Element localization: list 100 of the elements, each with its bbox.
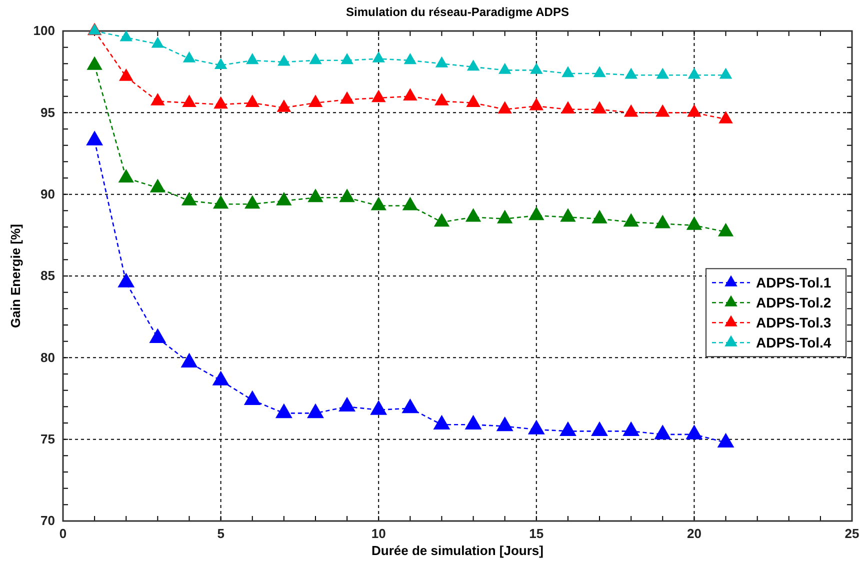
x-tick-label: 25 bbox=[844, 526, 860, 542]
point bbox=[498, 101, 512, 114]
point bbox=[86, 130, 104, 146]
point bbox=[656, 68, 669, 79]
point bbox=[656, 104, 670, 117]
point bbox=[433, 414, 450, 430]
point bbox=[150, 178, 166, 192]
point bbox=[149, 328, 166, 343]
chart-title: Simulation du réseau-Paradigme ADPS bbox=[346, 5, 569, 19]
point bbox=[560, 421, 576, 436]
point bbox=[276, 192, 292, 206]
point bbox=[688, 68, 701, 79]
point bbox=[214, 58, 228, 69]
point bbox=[465, 208, 482, 222]
point bbox=[403, 88, 418, 100]
y-tick-label: 80 bbox=[40, 350, 55, 365]
point bbox=[464, 414, 482, 430]
point bbox=[718, 110, 733, 124]
legend-label: ADPS-Tol.4 bbox=[756, 334, 832, 351]
point bbox=[592, 101, 607, 114]
point bbox=[434, 213, 450, 227]
point bbox=[276, 100, 292, 112]
y-tick-label: 100 bbox=[33, 23, 55, 38]
point bbox=[592, 210, 608, 224]
x-tick-label: 15 bbox=[529, 526, 544, 542]
point bbox=[686, 216, 702, 230]
x-tick-label: 20 bbox=[686, 526, 702, 542]
point bbox=[86, 56, 102, 70]
point bbox=[624, 104, 638, 117]
point bbox=[212, 195, 229, 209]
point bbox=[529, 98, 544, 110]
point bbox=[180, 352, 198, 368]
point bbox=[498, 62, 512, 74]
point bbox=[246, 53, 259, 64]
legend-label: ADPS-Tol.1 bbox=[756, 274, 832, 291]
y-tick-label: 85 bbox=[40, 268, 55, 284]
point bbox=[308, 188, 324, 202]
point bbox=[591, 421, 608, 436]
point bbox=[402, 196, 418, 210]
point bbox=[118, 68, 134, 81]
point bbox=[308, 94, 323, 107]
point bbox=[466, 94, 480, 107]
point bbox=[402, 398, 419, 414]
point bbox=[244, 195, 260, 209]
y-tick-label: 95 bbox=[40, 104, 55, 120]
point bbox=[118, 168, 134, 183]
point bbox=[150, 93, 165, 106]
point bbox=[151, 36, 164, 48]
point bbox=[560, 208, 576, 222]
point bbox=[372, 51, 385, 62]
point bbox=[338, 396, 356, 412]
x-axis-title: Durée de simulation [Jours] bbox=[372, 543, 544, 558]
point bbox=[370, 196, 386, 210]
point bbox=[497, 210, 513, 224]
point bbox=[562, 66, 574, 78]
point bbox=[212, 370, 230, 386]
point bbox=[340, 91, 354, 104]
point bbox=[593, 66, 606, 78]
point bbox=[278, 54, 290, 66]
point bbox=[466, 60, 480, 71]
point bbox=[371, 90, 386, 102]
point bbox=[214, 96, 228, 109]
point bbox=[687, 104, 702, 117]
point bbox=[404, 53, 417, 64]
point bbox=[118, 272, 135, 288]
legend-label: ADPS-Tol.3 bbox=[756, 314, 832, 331]
point bbox=[719, 68, 732, 79]
point bbox=[622, 421, 640, 436]
point bbox=[309, 53, 322, 64]
point bbox=[340, 53, 354, 64]
point bbox=[182, 94, 196, 107]
point bbox=[339, 188, 355, 202]
point bbox=[307, 403, 324, 418]
point bbox=[530, 62, 543, 74]
point bbox=[717, 432, 734, 448]
y-axis-title: Gain Energie [%] bbox=[8, 224, 23, 328]
point bbox=[120, 30, 132, 42]
point bbox=[370, 400, 388, 415]
point bbox=[718, 222, 734, 236]
point bbox=[654, 214, 670, 228]
point bbox=[244, 390, 261, 406]
legend-label: ADPS-Tol.2 bbox=[756, 294, 832, 311]
point bbox=[496, 416, 514, 432]
point bbox=[435, 56, 448, 68]
point bbox=[624, 68, 638, 79]
point bbox=[654, 424, 672, 440]
point bbox=[686, 424, 703, 440]
point bbox=[181, 192, 198, 206]
y-tick-label: 70 bbox=[40, 513, 55, 528]
point bbox=[560, 101, 576, 114]
x-tick-label: 0 bbox=[59, 526, 67, 542]
point bbox=[434, 93, 449, 106]
x-tick-label: 10 bbox=[371, 526, 386, 542]
x-tick-label: 5 bbox=[217, 526, 224, 542]
y-tick-label: 90 bbox=[40, 186, 55, 202]
point bbox=[275, 403, 292, 418]
point bbox=[528, 420, 545, 434]
y-tick-label: 75 bbox=[40, 431, 55, 446]
point bbox=[623, 213, 639, 227]
point bbox=[528, 206, 544, 220]
